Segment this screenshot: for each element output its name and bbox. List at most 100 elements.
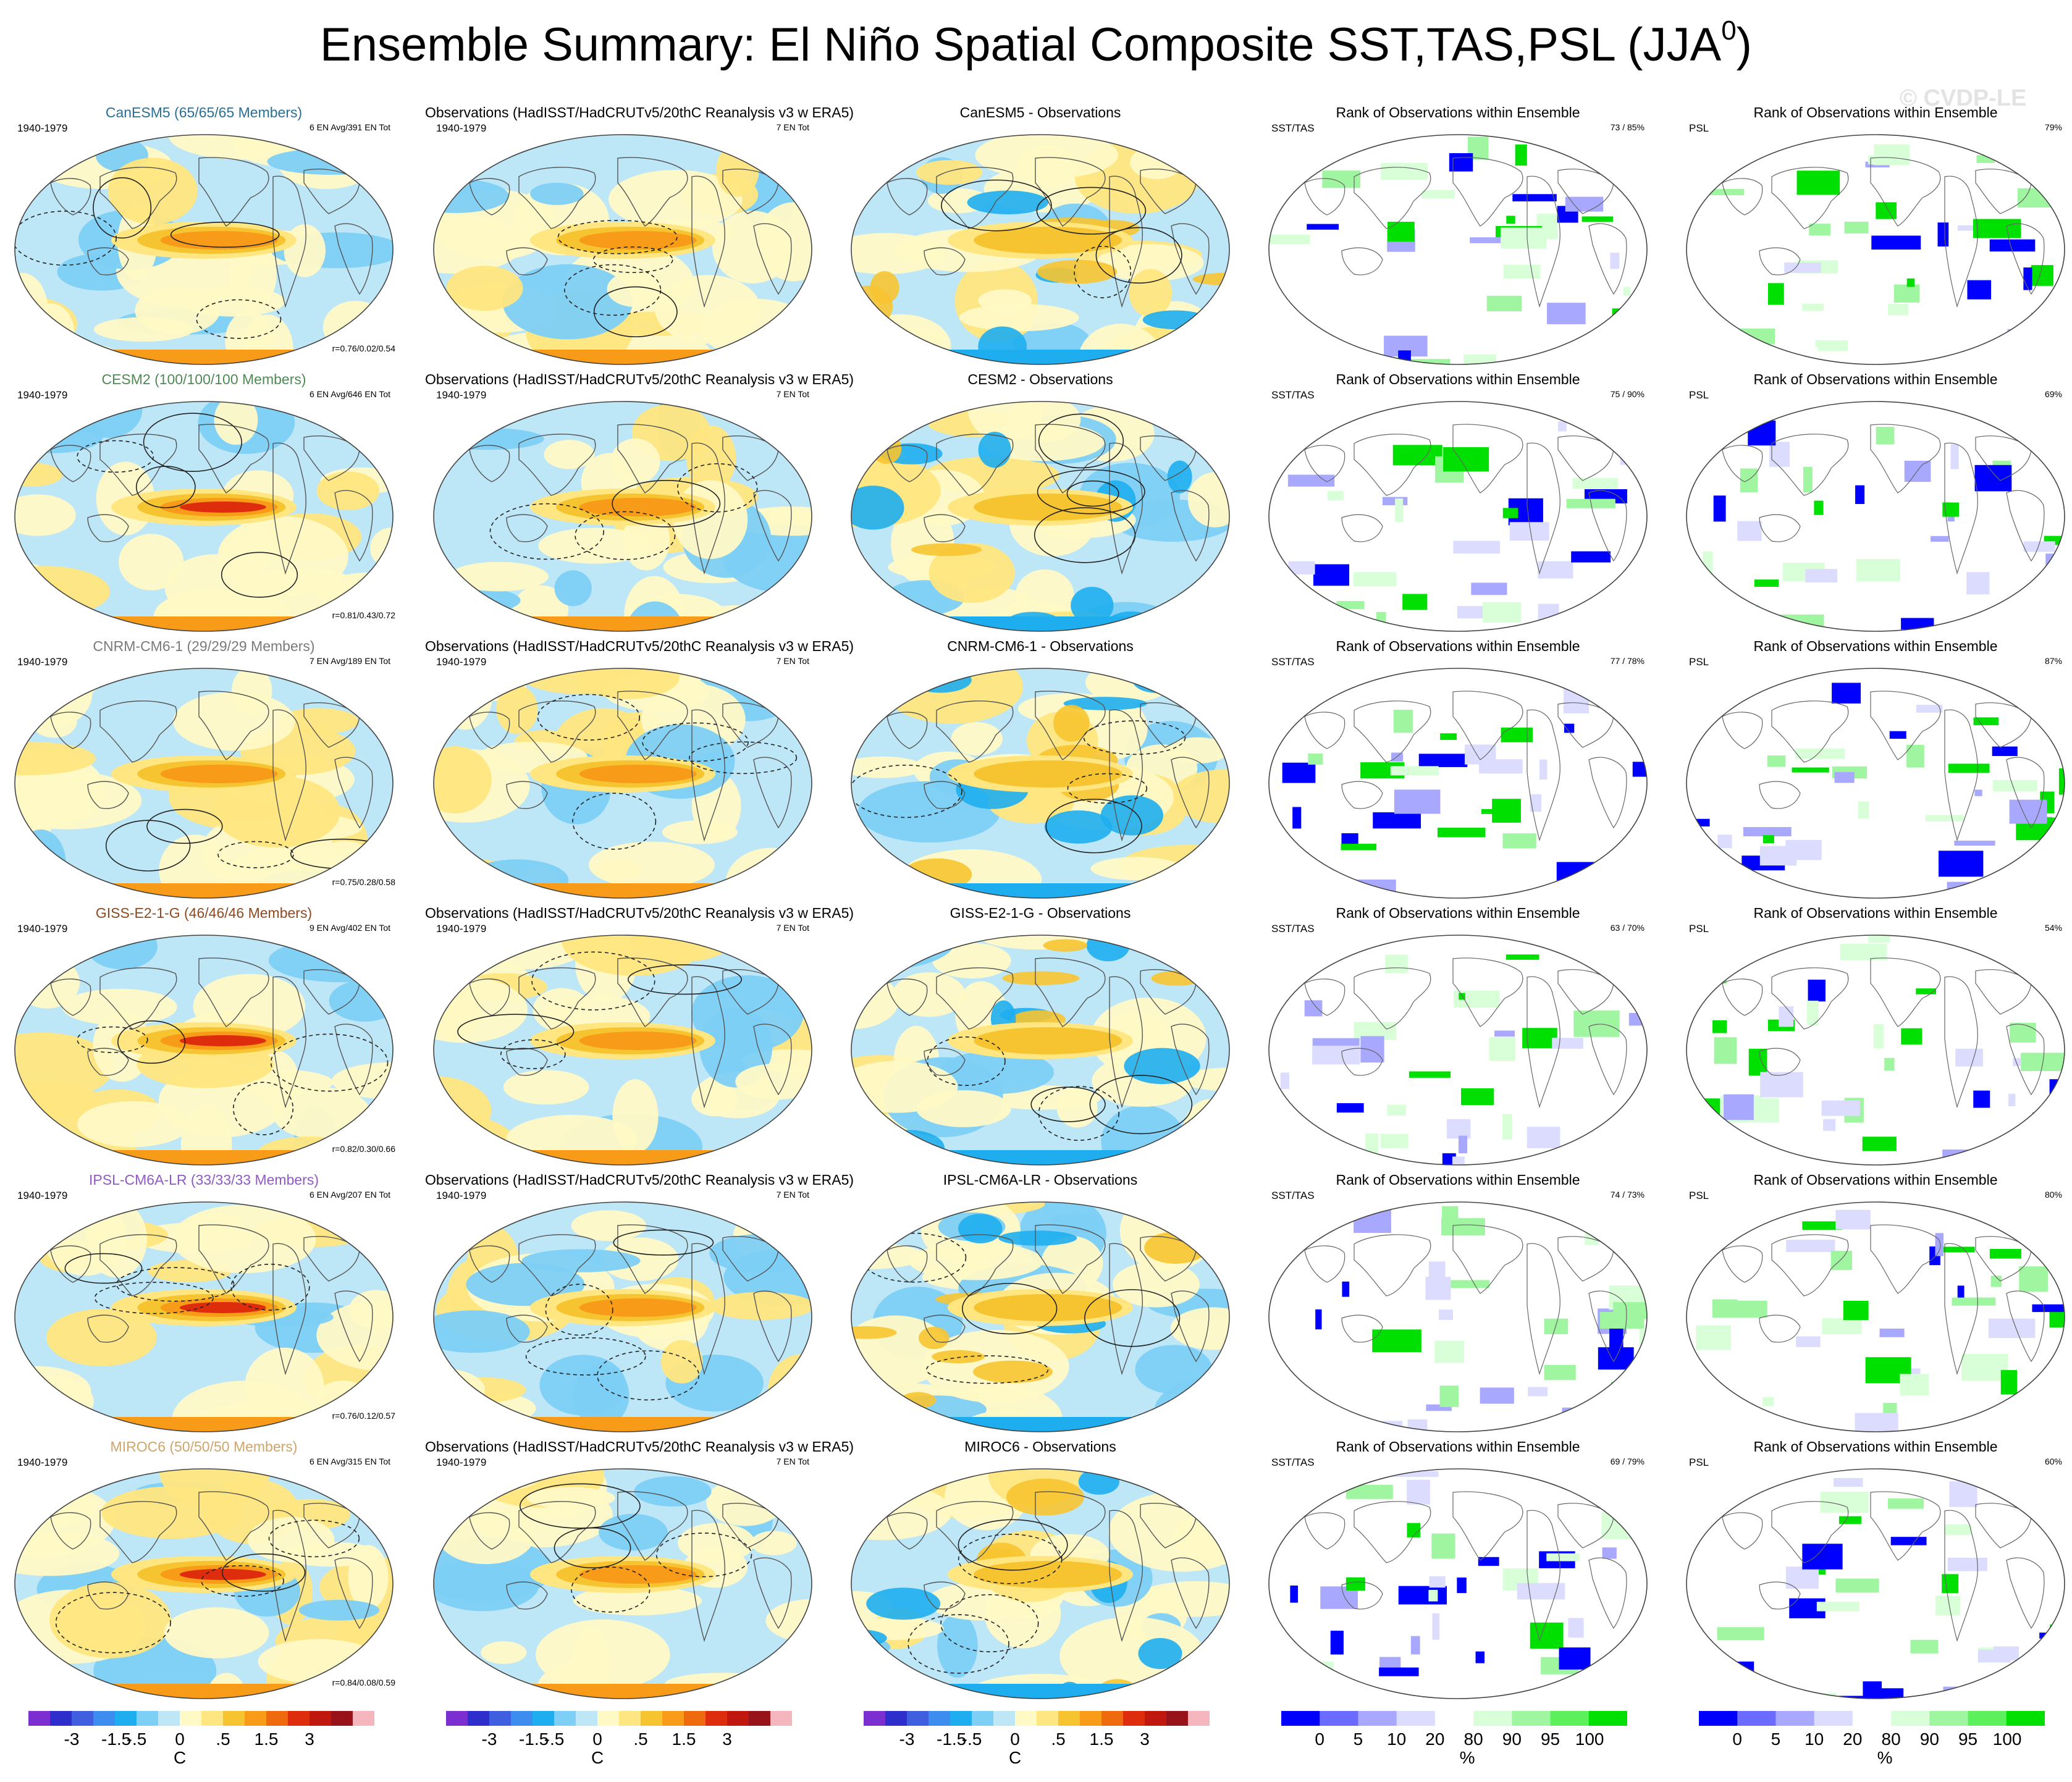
colorbar-swatch: [468, 1711, 490, 1726]
variable-label: SST/TAS: [1271, 389, 1315, 401]
variable-label: PSL: [1689, 656, 1709, 668]
map-rank-psl: [1686, 1468, 2065, 1699]
colorbar-swatch: [1512, 1711, 1551, 1726]
rank-colorbar: 0 5 10 20 80 90 95 100%: [1699, 1711, 2045, 1773]
panel-model-ipsl-cm6a-lr: IPSL-CM6A-LR (33/33/33 Members) 1940-1979…: [6, 1171, 402, 1435]
panel-diff-miroc6: MIROC6 - Observations: [843, 1438, 1238, 1702]
period-label: 1940-1979: [17, 389, 68, 401]
panel-diff-canesm5: CanESM5 - Observations: [843, 104, 1238, 368]
period-label: 1940-1979: [436, 1190, 487, 1201]
model-panel-title: CESM2 (100/100/100 Members): [101, 371, 306, 387]
obs-panel-title: Observations (HadISST/HadCRUTv5/20thC Re…: [425, 371, 854, 387]
panel-rank-psl-cesm2: Rank of Observations within Ensemble PSL 6…: [1678, 371, 2072, 635]
variable-label: SST/TAS: [1271, 1456, 1315, 1468]
colorbar-swatch: [1166, 1711, 1189, 1726]
colorbar-swatch: [662, 1711, 684, 1726]
obs-count: 7 EN Tot: [776, 1456, 809, 1466]
colorbar-tick-label: 3: [305, 1729, 314, 1749]
colorbar-swatch: [245, 1711, 267, 1726]
rank-percent: 69%: [2044, 389, 2062, 399]
map-obs: [433, 1468, 812, 1699]
diff-panel-title: GISS-E2-1-G - Observations: [950, 905, 1131, 921]
pattern-correlation: r=0.75/0.28/0.58: [332, 877, 395, 887]
rank-percent: 79%: [2044, 122, 2062, 132]
temperature-colorbar: -3 -1.5 -.5 0 .5 1.5 3 C: [28, 1711, 374, 1773]
map-rank-psl: [1686, 935, 2065, 1166]
model-panel-title: IPSL-CM6A-LR (33/33/33 Members): [89, 1172, 319, 1188]
panel-obs-canesm5: Observations (HadISST/HadCRUTv5/20thC Re…: [425, 104, 854, 368]
colorbar-swatch: [2006, 1711, 2045, 1726]
colorbar-tick-label: 5: [1353, 1729, 1363, 1749]
map-rank-psl: [1686, 1201, 2065, 1432]
rank-panel-title: Rank of Observations within Ensemble: [1753, 371, 1998, 387]
period-label: 1940-1979: [17, 1190, 68, 1201]
variable-label: SST/TAS: [1271, 923, 1315, 935]
map-model: [14, 1201, 394, 1432]
map-model: [14, 401, 394, 632]
colorbar-swatch: [266, 1711, 288, 1726]
diff-panel-title: MIROC6 - Observations: [964, 1439, 1116, 1455]
colorbar-tick-label: 90: [1919, 1729, 1939, 1749]
colorbar-swatch: [115, 1711, 137, 1726]
variable-label: PSL: [1689, 1190, 1709, 1201]
panel-model-miroc6: MIROC6 (50/50/50 Members) 1940-1979 6 EN A…: [6, 1438, 402, 1702]
colorbar-swatch: [619, 1711, 641, 1726]
colorbar-swatch: [1281, 1711, 1320, 1726]
rank-panel-title: Rank of Observations within Ensemble: [1336, 104, 1580, 120]
map-model: [14, 134, 394, 365]
colorbar-swatch: [72, 1711, 94, 1726]
colorbar-swatch: [684, 1711, 706, 1726]
temperature-colorbar: -3 -1.5 -.5 0 .5 1.5 3 C: [864, 1711, 1210, 1773]
diff-panel-title: CESM2 - Observations: [967, 371, 1113, 387]
map-diff: [851, 1468, 1230, 1699]
colorbar-swatch: [1145, 1711, 1167, 1726]
model-panel-title: MIROC6 (50/50/50 Members): [110, 1439, 298, 1455]
colorbar-swatch: [1968, 1711, 2007, 1726]
obs-count: 7 EN Tot: [776, 389, 809, 399]
ensemble-count: 6 EN Avg/207 EN Tot: [309, 1190, 390, 1200]
colorbar-swatch: [1737, 1711, 1776, 1726]
map-rank-sst: [1268, 1201, 1648, 1432]
colorbar-unit: %: [1877, 1748, 1893, 1767]
period-label: 1940-1979: [17, 1456, 68, 1468]
model-panel-title: CNRM-CM6-1 (29/29/29 Members): [93, 638, 315, 654]
rank-percent: 54%: [2044, 923, 2062, 933]
panel-model-canesm5: CanESM5 (65/65/65 Members) 1940-1979 6 EN …: [6, 104, 402, 368]
panel-obs-miroc6: Observations (HadISST/HadCRUTv5/20thC Re…: [425, 1438, 854, 1702]
colorbar-swatch: [907, 1711, 929, 1726]
rank-percent: 75 / 90%: [1610, 389, 1645, 399]
pattern-correlation: r=0.84/0.08/0.59: [332, 1678, 395, 1687]
colorbar-swatch: [554, 1711, 576, 1726]
map-model: [14, 668, 394, 899]
obs-panel-title: Observations (HadISST/HadCRUTv5/20thC Re…: [425, 1439, 854, 1455]
colorbar-tick-label: .5: [1051, 1729, 1066, 1749]
panel-model-cesm2: CESM2 (100/100/100 Members) 1940-1979 6 EN…: [6, 371, 402, 635]
colorbar-tick-label: 80: [1881, 1729, 1901, 1749]
colorbar-swatch: [705, 1711, 728, 1726]
colorbar-swatch: [1015, 1711, 1037, 1726]
colorbar-swatch: [158, 1711, 180, 1726]
panel-rank-sst-cnrm-cm6-1: Rank of Observations within Ensemble SST/…: [1260, 637, 1656, 902]
obs-panel-title: Observations (HadISST/HadCRUTv5/20thC Re…: [425, 638, 854, 654]
temperature-colorbar: -3 -1.5 -.5 0 .5 1.5 3 C: [446, 1711, 792, 1773]
colorbar-swatch: [1891, 1711, 1930, 1726]
colorbar-swatch: [576, 1711, 598, 1726]
colorbar-tick-label: -3: [481, 1729, 497, 1749]
map-diff: [851, 134, 1230, 365]
colorbar-swatch: [1188, 1711, 1210, 1726]
colorbar-swatch: [93, 1711, 116, 1726]
colorbar-tick-label: 100: [1575, 1729, 1604, 1749]
variable-label: SST/TAS: [1271, 1190, 1315, 1201]
map-obs: [433, 935, 812, 1166]
colorbar-tick-label: 3: [1140, 1729, 1150, 1749]
colorbar-tick-label: 80: [1463, 1729, 1483, 1749]
colorbar-swatch: [180, 1711, 202, 1726]
rank-percent: 69 / 79%: [1610, 1456, 1645, 1466]
obs-count: 7 EN Tot: [776, 122, 809, 132]
colorbar-unit: C: [1009, 1748, 1022, 1767]
map-rank-psl: [1686, 668, 2065, 899]
ensemble-count: 6 EN Avg/646 EN Tot: [309, 389, 390, 399]
obs-count: 7 EN Tot: [776, 923, 809, 933]
colorbar-tick-label: -1.5: [937, 1729, 967, 1749]
panel-rank-sst-ipsl-cm6a-lr: Rank of Observations within Ensemble SST/…: [1260, 1171, 1656, 1435]
